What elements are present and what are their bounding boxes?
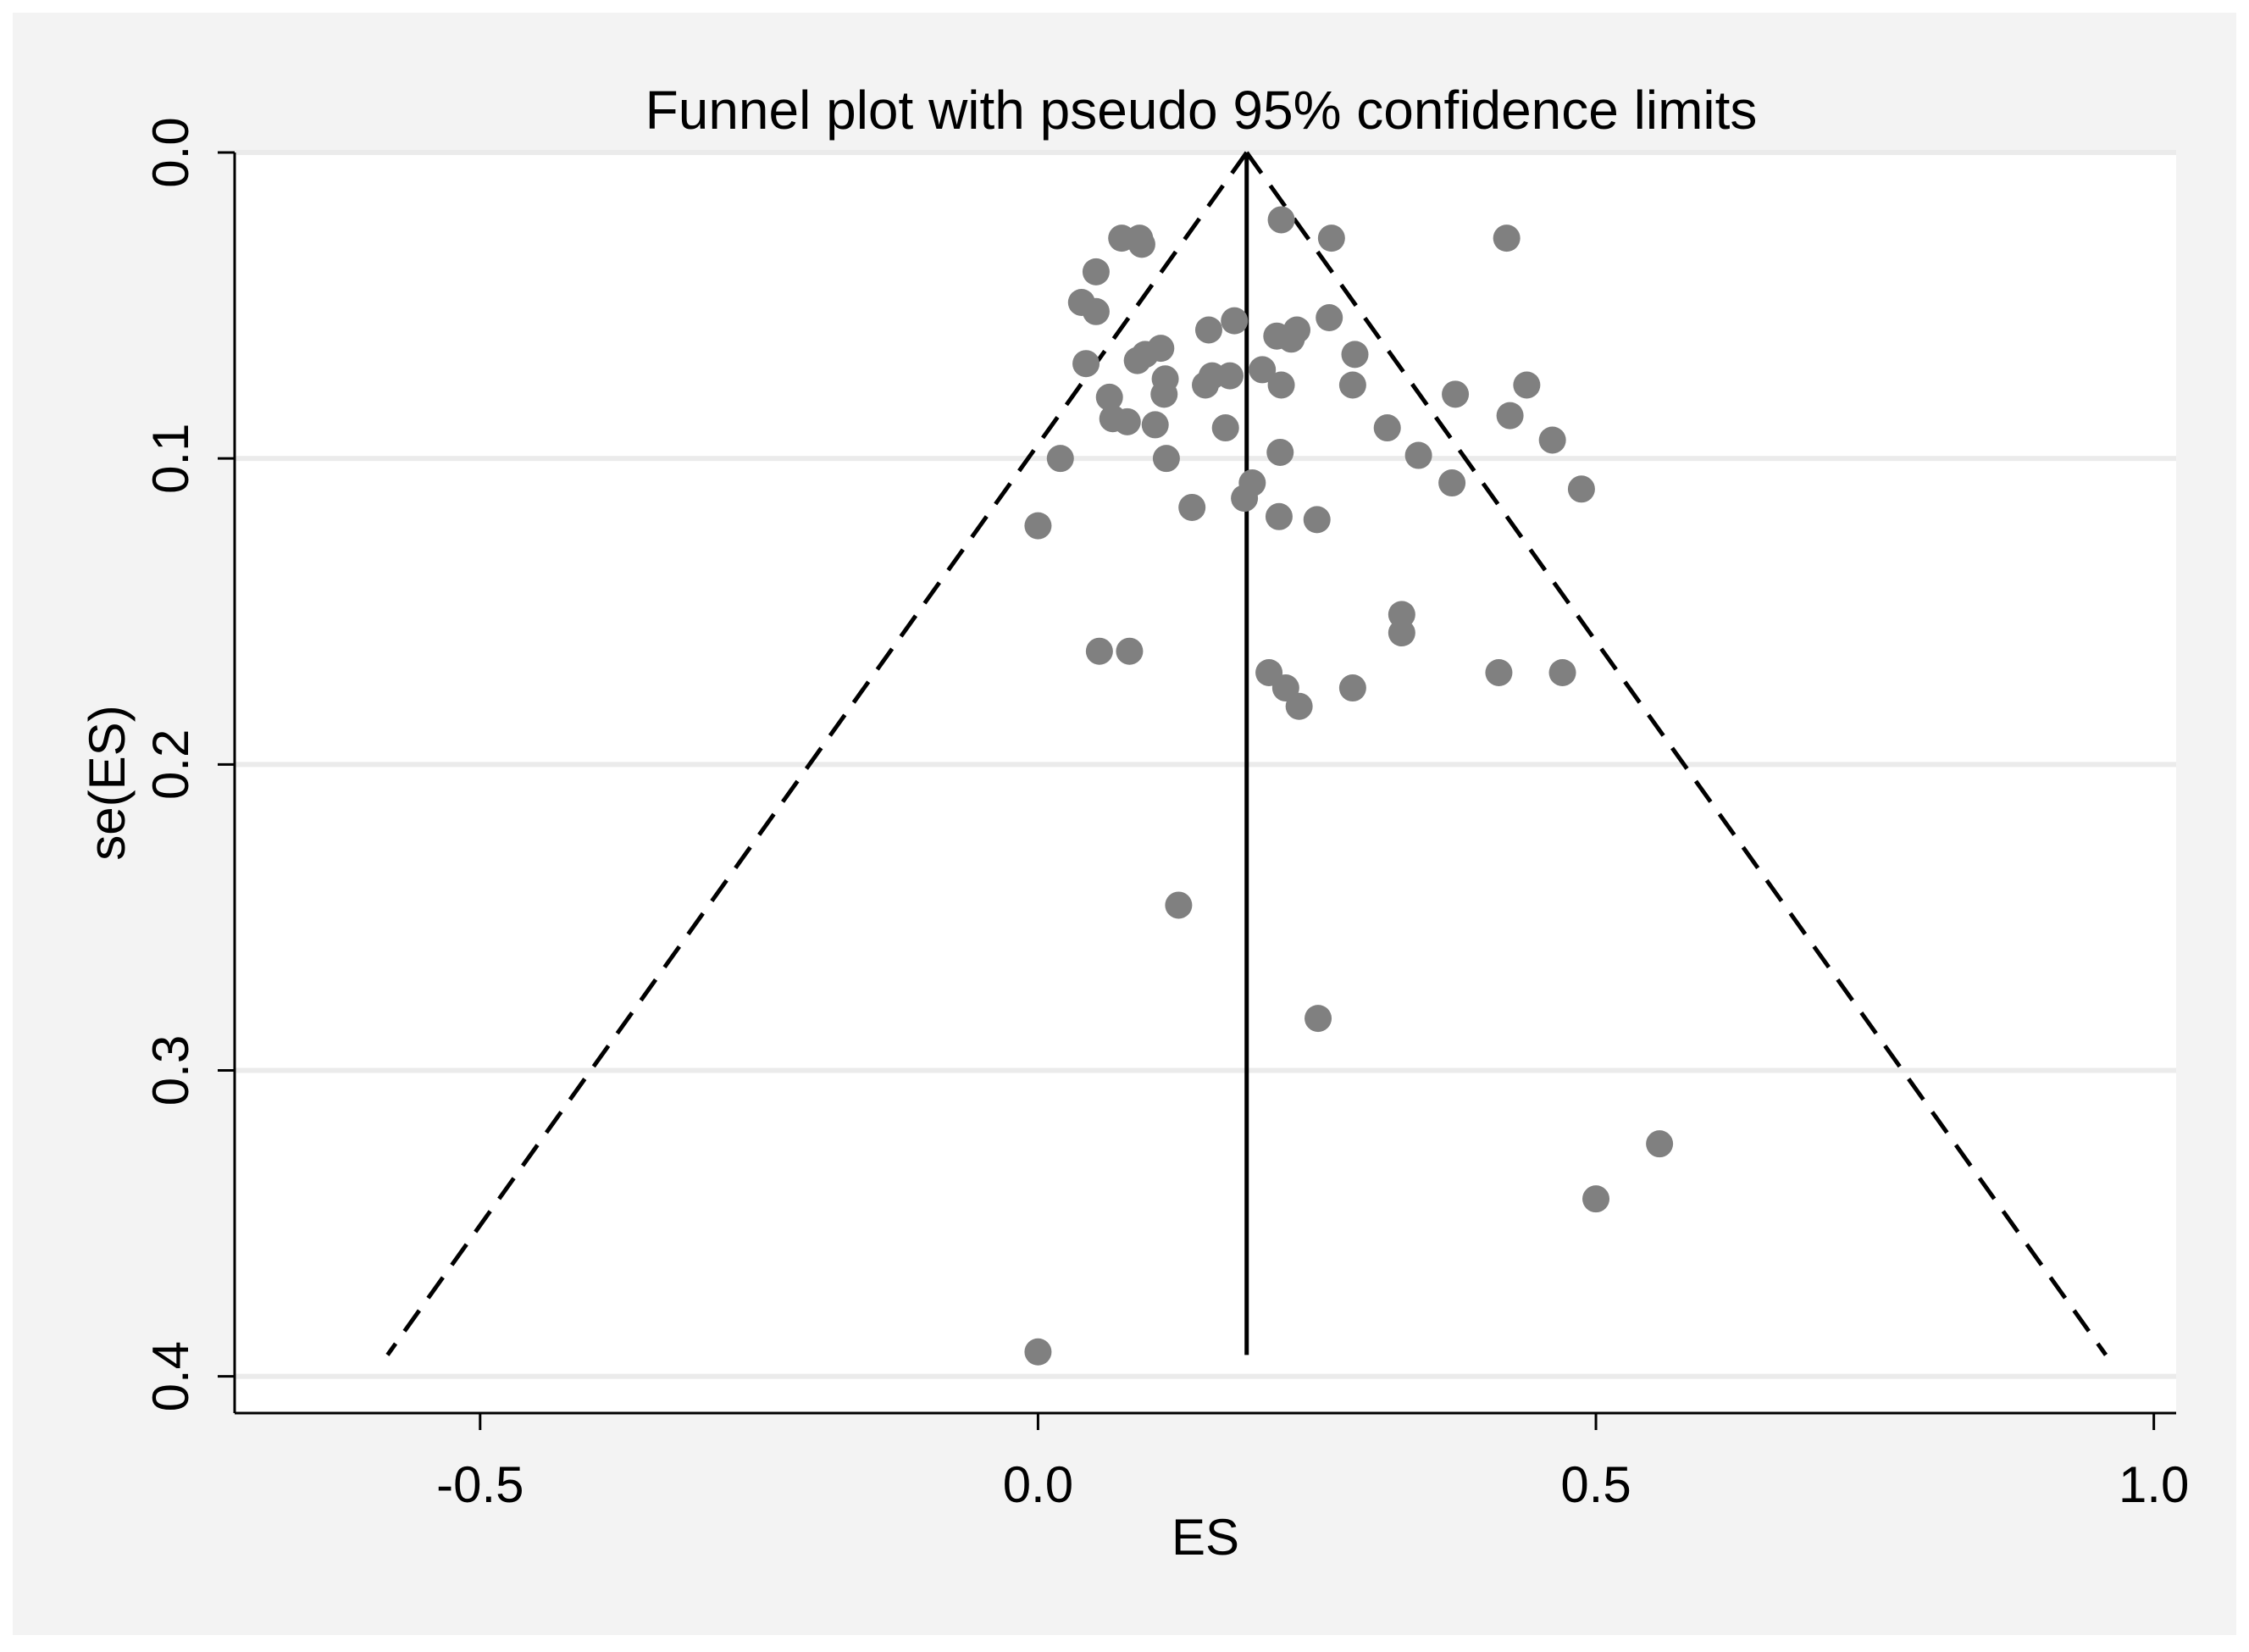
gridlines xyxy=(235,150,2176,1379)
study-point xyxy=(1338,674,1366,702)
x-tick-label: 0.5 xyxy=(1560,1456,1631,1513)
study-point xyxy=(1303,506,1331,534)
study-point xyxy=(1496,402,1524,430)
study-point xyxy=(1513,371,1541,399)
study-point xyxy=(1211,414,1239,442)
axes xyxy=(233,152,2176,1415)
study-point xyxy=(1249,356,1277,384)
study-point xyxy=(1404,441,1432,469)
study-point xyxy=(1082,297,1110,325)
study-point xyxy=(1024,512,1052,540)
study-point xyxy=(1221,307,1249,335)
study-point xyxy=(1485,658,1513,686)
study-point xyxy=(1150,380,1178,408)
study-point xyxy=(1265,502,1293,530)
study-point xyxy=(1263,322,1291,350)
x-tick-label: -0.5 xyxy=(436,1456,523,1513)
study-point xyxy=(1085,637,1113,665)
study-point xyxy=(1147,335,1175,363)
study-point xyxy=(1305,1005,1332,1033)
y-tick-label: 0.2 xyxy=(142,729,199,800)
study-point xyxy=(1266,438,1294,466)
study-point xyxy=(1373,414,1401,442)
x-axis-label: ES xyxy=(1172,1509,1239,1566)
y-tick-label: 0.0 xyxy=(142,117,199,187)
y-tick-label: 0.4 xyxy=(142,1341,199,1411)
study-point xyxy=(1316,304,1343,332)
y-tick-label: 0.1 xyxy=(142,423,199,493)
y-tick-label: 0.3 xyxy=(142,1035,199,1106)
study-point xyxy=(1165,891,1193,919)
plot-area xyxy=(235,152,2176,1413)
study-point xyxy=(1082,258,1110,285)
study-point xyxy=(1072,350,1100,378)
study-point xyxy=(1548,658,1576,686)
study-point xyxy=(1388,619,1415,647)
study-point xyxy=(1046,445,1074,473)
study-point xyxy=(1024,1338,1052,1366)
study-point xyxy=(1194,316,1222,344)
funnel-lines xyxy=(385,151,2108,1356)
study-point xyxy=(1285,692,1313,720)
y-axis-label: se(ES) xyxy=(79,705,136,860)
x-tick-label: 0.0 xyxy=(1003,1456,1073,1513)
study-point xyxy=(1192,371,1219,399)
study-point xyxy=(1231,485,1259,513)
study-point xyxy=(1493,225,1521,252)
right-confidence-limit xyxy=(1244,151,2108,1356)
left-confidence-limit xyxy=(385,151,1249,1356)
study-point xyxy=(1116,637,1144,665)
study-point xyxy=(1567,475,1595,503)
study-point xyxy=(1317,225,1345,252)
study-point xyxy=(1127,230,1155,258)
study-point xyxy=(1267,206,1295,234)
study-point xyxy=(1113,407,1141,435)
x-tick-label: 1.0 xyxy=(2119,1456,2189,1513)
study-point xyxy=(1152,445,1180,473)
study-point xyxy=(1095,383,1123,411)
study-point xyxy=(1178,493,1206,521)
study-point xyxy=(1646,1130,1674,1158)
chart-title: Funnel plot with pseudo 95% confidence l… xyxy=(645,80,1758,141)
study-point xyxy=(1341,341,1369,369)
study-point xyxy=(1216,362,1244,390)
study-point xyxy=(1438,469,1466,497)
study-point xyxy=(1582,1185,1610,1213)
axis-ticks: 0.0 0.1 0.2 0.3 0.4 -0.5 0.0 0.5 1.0 xyxy=(142,117,2189,1513)
study-point xyxy=(1267,371,1295,399)
study-point xyxy=(1141,411,1169,439)
data-points xyxy=(1024,206,1674,1366)
study-point xyxy=(1338,371,1366,399)
study-point xyxy=(1538,426,1566,454)
study-point xyxy=(1442,380,1470,408)
